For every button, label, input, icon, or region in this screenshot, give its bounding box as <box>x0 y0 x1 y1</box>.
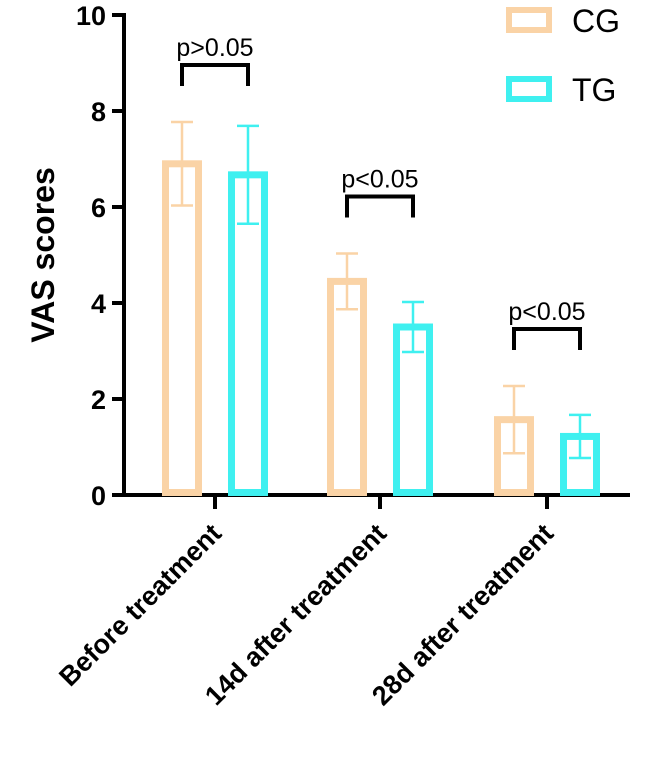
y-tick-label: 0 <box>91 481 106 511</box>
legend-swatch-tg <box>506 76 552 102</box>
y-tick-label: 10 <box>76 1 106 31</box>
significance-label: p<0.05 <box>508 298 585 326</box>
significance-bracket <box>345 194 415 218</box>
significance-label: p>0.05 <box>176 34 253 62</box>
bar-cg <box>327 277 367 496</box>
bar-cg <box>162 160 202 497</box>
y-tick-label: 6 <box>91 193 106 223</box>
y-tick-label: 8 <box>91 97 106 127</box>
significance-bracket <box>180 63 250 87</box>
significance-label: p<0.05 <box>341 166 418 194</box>
legend-swatch-cg <box>506 7 552 33</box>
legend-label-cg: CG <box>572 3 620 39</box>
y-axis-title: VAS scores <box>25 167 61 343</box>
x-category-label: 28d after treatment <box>366 518 559 711</box>
legend-label-tg: TG <box>572 72 616 108</box>
error-bars-group <box>171 120 591 460</box>
significance-bracket <box>512 327 582 351</box>
legend: CG TG <box>506 3 620 108</box>
y-tick-label: 2 <box>91 385 106 415</box>
x-category-label: 14d after treatment <box>199 518 392 711</box>
significance-group: p>0.05 p<0.05 p<0.05 <box>176 34 586 351</box>
x-category-label: Before treatment <box>53 518 227 692</box>
y-tick-label: 4 <box>91 289 106 319</box>
